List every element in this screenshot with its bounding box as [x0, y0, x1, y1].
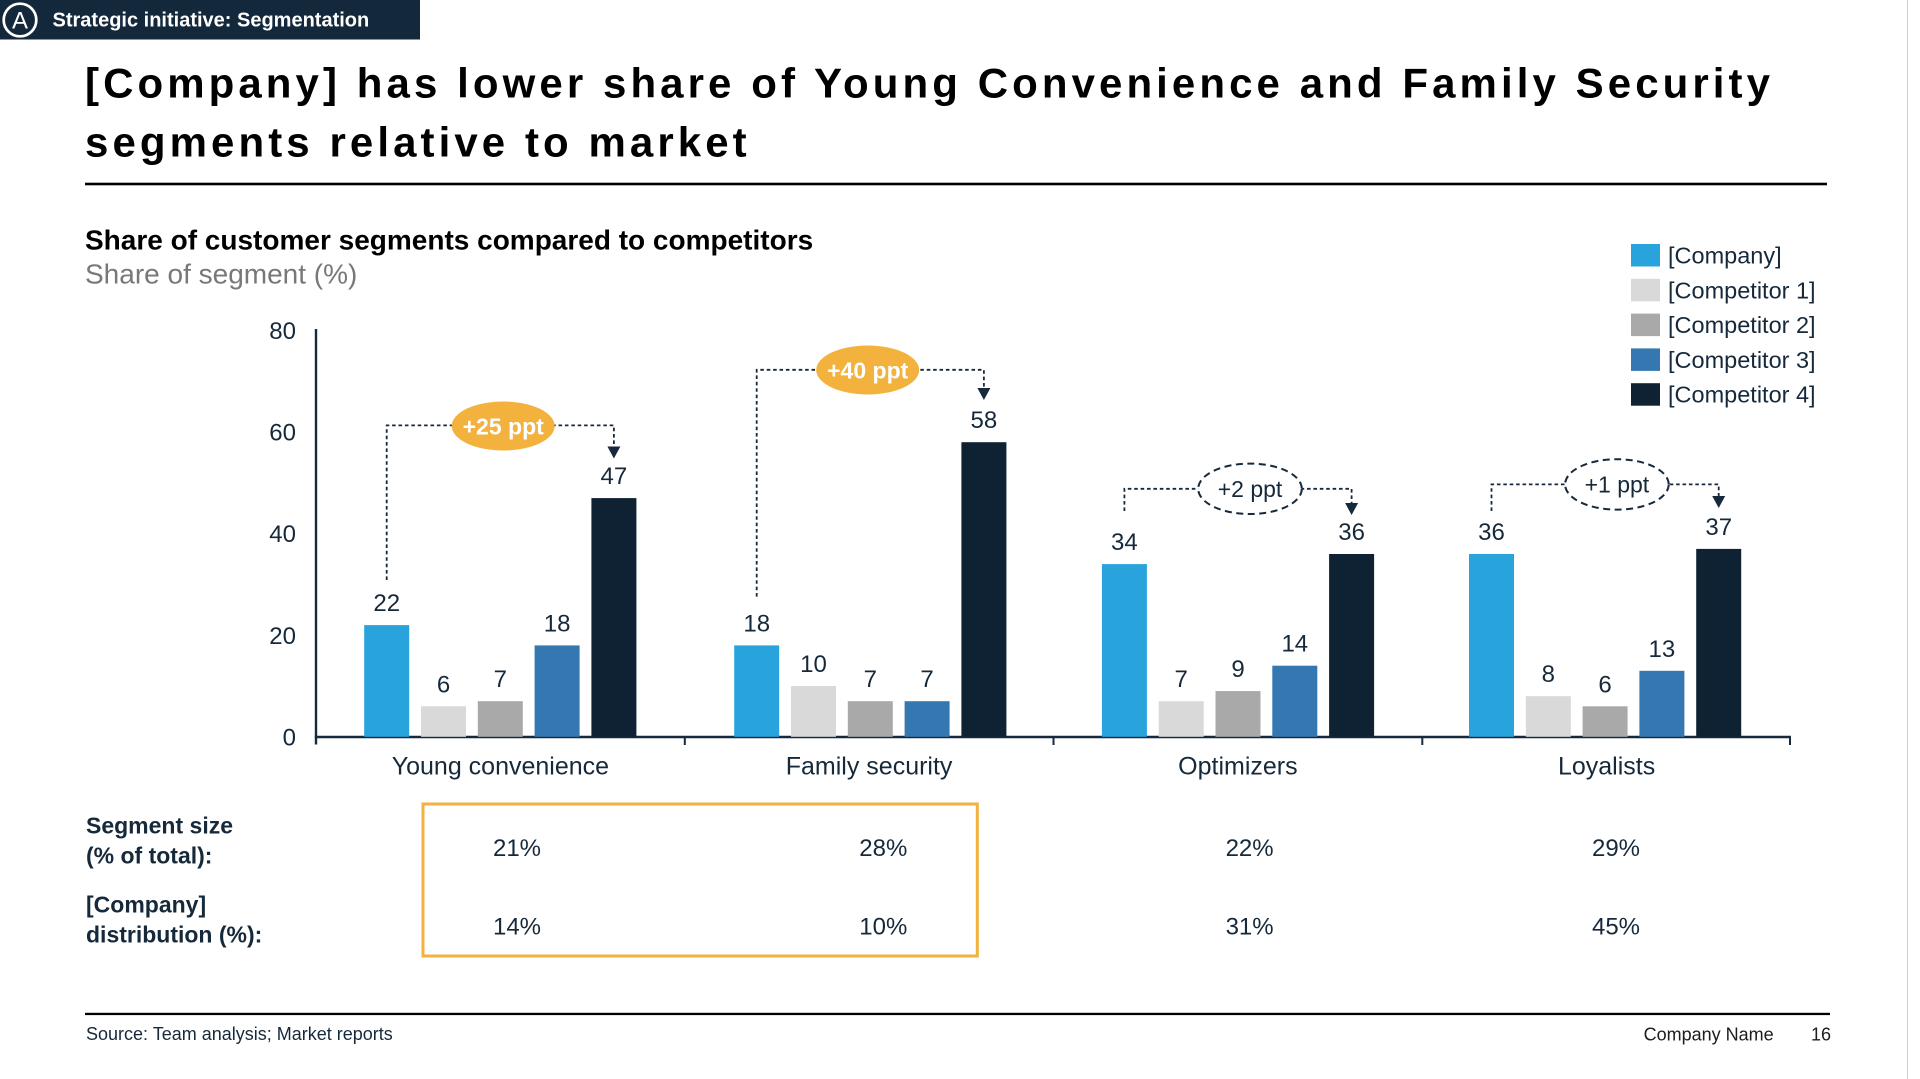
svg-text:Source: Team analysis; Market: Source: Team analysis; Market reports	[86, 1024, 393, 1044]
svg-text:6: 6	[437, 671, 450, 698]
svg-text:6: 6	[1598, 671, 1611, 698]
svg-text:Company Name: Company Name	[1644, 1025, 1774, 1045]
svg-text:22: 22	[373, 590, 400, 617]
svg-text:Strategic initiative: Segmenta: Strategic initiative: Segmentation	[53, 10, 370, 32]
svg-text:31%: 31%	[1226, 914, 1274, 941]
svg-text:[Competitor 4]: [Competitor 4]	[1668, 382, 1816, 408]
svg-text:distribution (%):: distribution (%):	[86, 922, 262, 948]
svg-text:58: 58	[971, 407, 998, 434]
svg-text:[Competitor 3]: [Competitor 3]	[1668, 347, 1816, 373]
svg-text:34: 34	[1111, 529, 1138, 556]
svg-text:0: 0	[283, 724, 296, 751]
svg-text:[Company]: [Company]	[1668, 243, 1782, 269]
svg-text:14: 14	[1281, 631, 1308, 658]
svg-text:[Company] has lower share of Y: [Company] has lower share of Young Conve…	[85, 60, 1774, 107]
svg-text:18: 18	[743, 610, 770, 637]
svg-text:+40 ppt: +40 ppt	[827, 357, 909, 383]
svg-text:7: 7	[1175, 666, 1188, 693]
svg-text:45%: 45%	[1592, 914, 1640, 941]
svg-text:29%: 29%	[1592, 835, 1640, 862]
svg-text:10: 10	[800, 651, 827, 678]
svg-text:Optimizers: Optimizers	[1178, 753, 1297, 781]
svg-text:36: 36	[1338, 519, 1365, 546]
svg-text:20: 20	[269, 623, 296, 650]
svg-text:21%: 21%	[493, 835, 541, 862]
svg-text:40: 40	[269, 521, 296, 548]
svg-text:28%: 28%	[859, 835, 907, 862]
svg-text:80: 80	[269, 318, 296, 345]
svg-text:47: 47	[601, 463, 628, 490]
svg-text:[Competitor 1]: [Competitor 1]	[1668, 277, 1816, 303]
svg-text:Loyalists: Loyalists	[1558, 753, 1655, 781]
svg-text:37: 37	[1705, 514, 1732, 541]
svg-text:9: 9	[1231, 656, 1244, 683]
svg-text:+1 ppt: +1 ppt	[1585, 472, 1650, 498]
svg-text:Share of customer segments com: Share of customer segments compared to c…	[85, 225, 813, 256]
svg-text:16: 16	[1811, 1025, 1831, 1045]
svg-text:Segment size: Segment size	[86, 813, 233, 839]
svg-text:18: 18	[544, 610, 571, 637]
svg-text:Share of segment (%): Share of segment (%)	[85, 258, 357, 289]
svg-text:8: 8	[1542, 661, 1555, 688]
svg-text:36: 36	[1478, 519, 1505, 546]
svg-text:A: A	[12, 7, 28, 34]
svg-text:(% of total):: (% of total):	[86, 843, 212, 869]
svg-text:[Competitor 2]: [Competitor 2]	[1668, 312, 1816, 338]
svg-text:13: 13	[1649, 636, 1676, 663]
svg-text:Young convenience: Young convenience	[392, 753, 609, 781]
svg-text:+2 ppt: +2 ppt	[1218, 476, 1283, 502]
svg-text:[Company]: [Company]	[86, 892, 206, 918]
svg-text:10%: 10%	[859, 914, 907, 941]
svg-text:segments relative to market: segments relative to market	[85, 119, 751, 166]
svg-text:Family security: Family security	[786, 753, 953, 781]
svg-text:+25 ppt: +25 ppt	[463, 413, 545, 439]
svg-text:60: 60	[269, 420, 296, 447]
svg-text:22%: 22%	[1226, 835, 1274, 862]
svg-text:14%: 14%	[493, 914, 541, 941]
svg-text:7: 7	[494, 666, 507, 693]
svg-text:7: 7	[920, 666, 933, 693]
svg-text:7: 7	[864, 666, 877, 693]
